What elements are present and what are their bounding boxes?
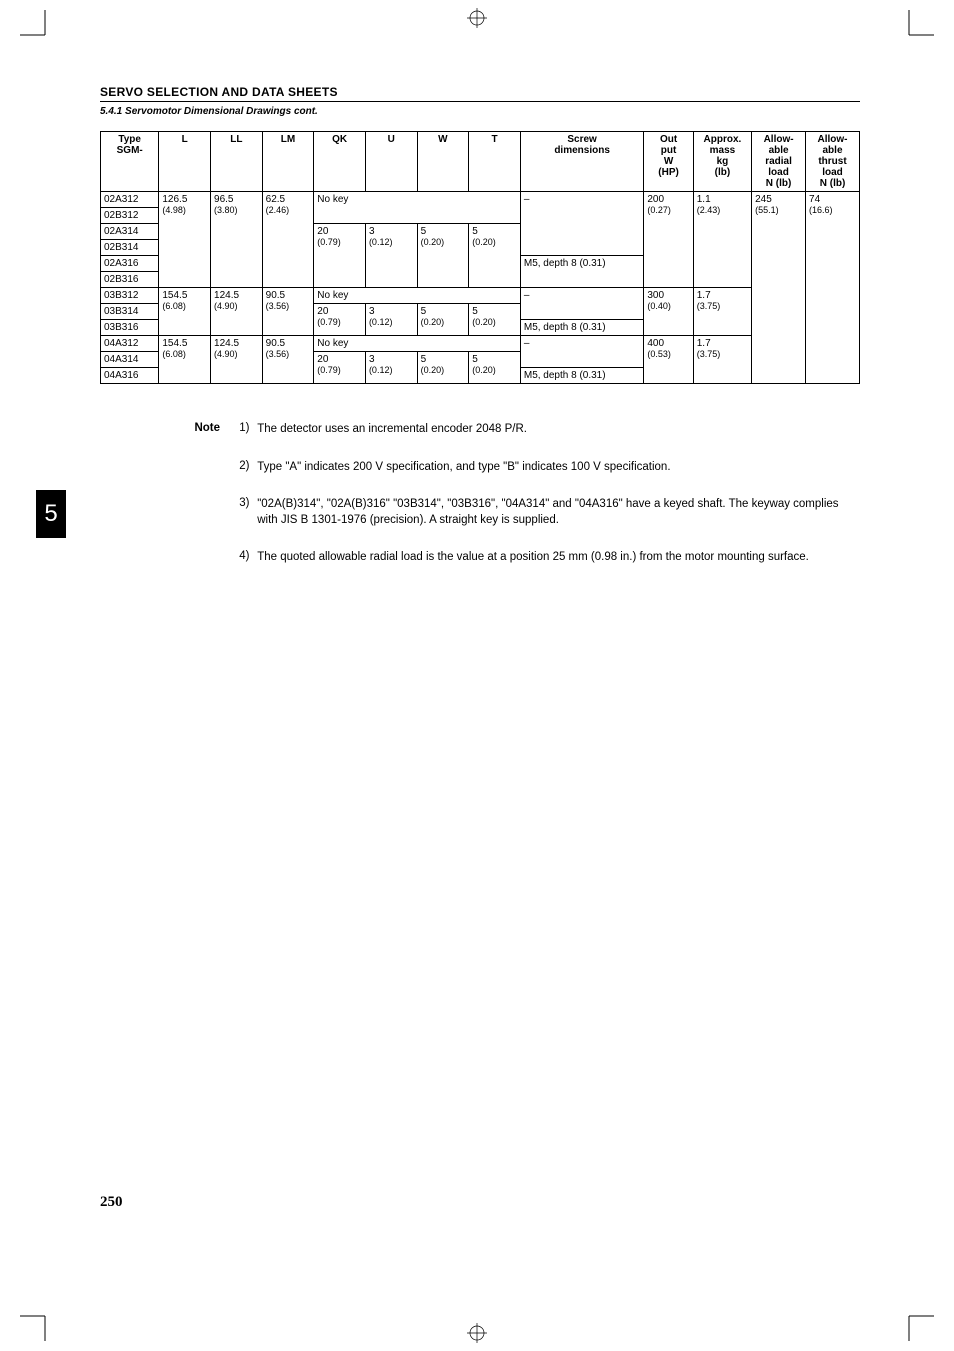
section-subhead: 5.4.1 Servomotor Dimensional Drawings co… — [100, 106, 860, 117]
page-number: 250 — [100, 1194, 123, 1211]
table-row: 02A312 126.5(4.98) 96.5(3.80) 62.5(2.46)… — [101, 192, 860, 208]
crop-mark-br — [894, 1301, 934, 1341]
registration-mark-top — [467, 8, 487, 28]
col-l: L — [159, 132, 211, 192]
col-qk: QK — [314, 132, 366, 192]
registration-mark-bottom — [467, 1323, 487, 1343]
chapter-tab: 5 — [36, 490, 66, 538]
col-type: TypeSGM- — [101, 132, 159, 192]
table-row: 03B312 154.5(6.08) 124.5(4.90) 90.5(3.56… — [101, 288, 860, 304]
col-u: U — [365, 132, 417, 192]
col-thrust: Allow-ablethrustloadN (lb) — [806, 132, 860, 192]
crop-mark-bl — [20, 1301, 60, 1341]
col-radial: Allow-ableradialloadN (lb) — [752, 132, 806, 192]
table-row: 04A312 154.5(6.08) 124.5(4.90) 90.5(3.56… — [101, 336, 860, 352]
note-item: 4) The quoted allowable radial load is t… — [239, 550, 839, 566]
note-item: 2) Type "A" indicates 200 V specificatio… — [239, 460, 839, 476]
section-title: SERVO SELECTION AND DATA SHEETS — [100, 85, 860, 102]
crop-mark-tl — [20, 10, 60, 50]
crop-mark-tr — [894, 10, 934, 50]
col-mass: Approx.masskg(lb) — [693, 132, 751, 192]
col-t: T — [469, 132, 521, 192]
page-content: SERVO SELECTION AND DATA SHEETS 5.4.1 Se… — [100, 85, 860, 588]
note-label: Note — [100, 422, 220, 434]
col-ll: LL — [211, 132, 263, 192]
col-screw: Screwdimensions — [520, 132, 644, 192]
note-item: 1) The detector uses an incremental enco… — [239, 422, 839, 438]
type-cell: 02A312 — [101, 192, 159, 208]
dimensions-table: TypeSGM- L LL LM QK U W T Screwdimension… — [100, 131, 860, 384]
col-lm: LM — [262, 132, 314, 192]
notes-block: Note 1) The detector uses an incremental… — [100, 422, 860, 588]
col-output: OutputW(HP) — [644, 132, 693, 192]
note-item: 3) "02A(B)314", "02A(B)316" "03B314", "0… — [239, 497, 839, 528]
col-w: W — [417, 132, 469, 192]
